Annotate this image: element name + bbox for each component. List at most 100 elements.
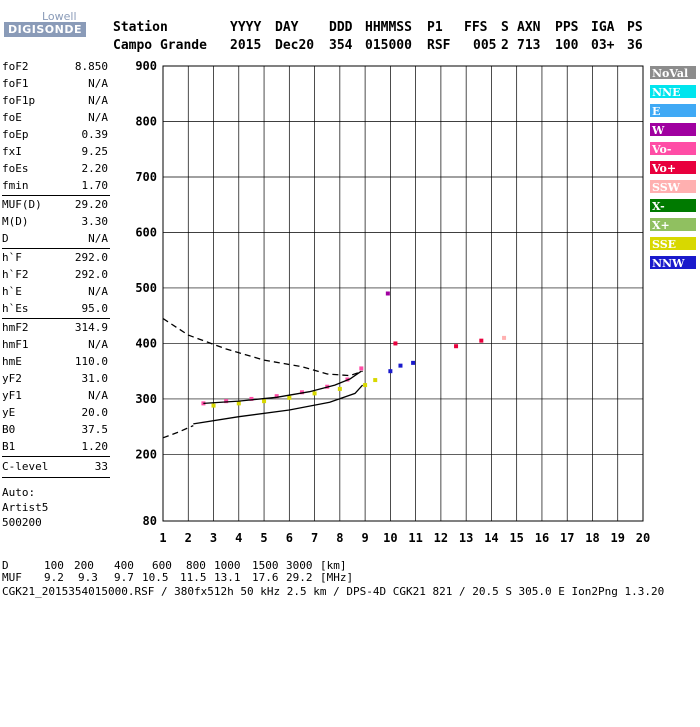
param-row: M(D) 3.30 — [2, 213, 108, 230]
y-tick-label: 80 — [143, 514, 157, 528]
param-name: foEs — [2, 162, 29, 175]
param-name: M(D) — [2, 215, 29, 228]
param-value: 29.20 — [74, 198, 108, 211]
footer-muf-row: MUF 9.2 9.3 9.7 10.5 11.5 13.1 17.6 29.2… — [2, 571, 353, 727]
footer-muf-unit: [MHz] — [320, 571, 354, 584]
ionogram-chart: 1 2 3 4 5 6 7 8 9 10 11 12 13 14 15 16 17 18 19 20802003004… — [135, 59, 650, 545]
legend-item-ssw: SSW — [650, 180, 696, 196]
legend-item-vo: Vo+ — [650, 161, 696, 177]
header-value-ffs: 005 — [473, 38, 497, 53]
x-tick-label: 2 — [185, 531, 192, 545]
plot-frame — [162, 65, 644, 522]
profile-line-x-trace — [162, 317, 363, 377]
legend-item-e: E — [650, 104, 696, 120]
header-label-pps: PPS — [555, 20, 579, 35]
trace-point — [373, 378, 378, 383]
param-name: h`F — [2, 251, 22, 264]
param-row: hmE 110.0 — [2, 353, 108, 370]
param-value: 0.39 — [81, 128, 109, 141]
x-tick-label: 13 — [459, 531, 473, 545]
legend-item-sse: SSE — [650, 237, 696, 253]
param-name: D — [2, 232, 9, 245]
legend-item-noval: NoVal — [650, 66, 696, 82]
param-divider — [2, 477, 110, 478]
param-name: hmE — [2, 355, 22, 368]
param-name: h`F2 — [2, 268, 29, 281]
y-tick-label: 400 — [135, 336, 157, 350]
param-row: h`F2 292.0 — [2, 266, 108, 283]
param-row: fxI 9.25 — [2, 143, 108, 160]
trace-point — [479, 338, 484, 343]
header-label-ddd: DDD — [329, 20, 353, 35]
legend-item-x: X+ — [650, 218, 696, 234]
param-name: foEp — [2, 128, 29, 141]
legend-item-nne: NNE — [650, 85, 696, 101]
header-label-day: DAY — [275, 20, 299, 35]
param-name: fmin — [2, 179, 29, 192]
footer-d-value: 1000 — [214, 559, 241, 572]
footer-d-value: 3000 — [286, 559, 313, 572]
footer-d-value: 100 — [44, 559, 64, 572]
header-value-year: 2015 — [230, 38, 262, 53]
trace-point — [411, 360, 416, 365]
x-tick-label: 8 — [336, 531, 343, 545]
param-name: yF1 — [2, 389, 22, 402]
param-name: yF2 — [2, 372, 22, 385]
legend-item-w: W — [650, 123, 696, 139]
param-value: 9.25 — [81, 145, 109, 158]
param-name: fxI — [2, 145, 22, 158]
header-value-p1: RSF — [427, 38, 451, 53]
x-tick-label: 14 — [484, 531, 498, 545]
footer-d-value: 1500 — [252, 559, 279, 572]
y-tick-label: 600 — [135, 225, 157, 239]
header-label-p1: P1 — [427, 20, 443, 35]
footer-d-label: D — [2, 559, 9, 572]
clevel-value: 33 — [94, 460, 108, 473]
x-tick-label: 20 — [636, 531, 650, 545]
header-value-s: 2 — [501, 38, 509, 53]
trace-point — [274, 394, 279, 399]
legend-item-nnw: NNW — [650, 256, 696, 272]
param-value: 2.20 — [81, 162, 109, 175]
footer-muf-value: 13.1 — [214, 571, 241, 584]
param-value: 314.9 — [74, 321, 108, 334]
param-row: fmin 1.70 — [2, 177, 108, 194]
param-row: h`E N/A — [2, 283, 108, 300]
trace-point — [249, 396, 254, 401]
param-value: 95.0 — [81, 302, 109, 315]
param-value: 292.0 — [74, 268, 108, 281]
footer-file-info: CGK21_2015354015000.RSF / 380fx512h 50 k… — [2, 585, 665, 598]
param-row: B1 1.20 — [2, 438, 108, 455]
x-tick-label: 15 — [509, 531, 523, 545]
trace-point — [359, 366, 364, 371]
y-tick-label: 800 — [135, 114, 157, 128]
param-value: N/A — [88, 285, 108, 298]
param-name: foE — [2, 111, 22, 124]
x-tick-label: 12 — [434, 531, 448, 545]
trace-point — [337, 386, 342, 391]
param-value: N/A — [88, 77, 108, 90]
param-row: foF1p N/A — [2, 92, 108, 109]
header-values-row: Campo Grande 2015 Dec20 354 015000 RSF 0… — [113, 38, 643, 248]
profile-line-o-trace — [203, 370, 362, 405]
param-name: foF2 — [2, 60, 29, 73]
autoscale-version: 500200 — [2, 516, 42, 529]
trace-point — [224, 399, 229, 404]
trace-point — [502, 335, 507, 340]
header-value-pps: 100 — [555, 38, 579, 53]
x-tick-label: 7 — [311, 531, 318, 545]
logo-line1: Lowell — [42, 10, 77, 23]
param-value: N/A — [88, 111, 108, 124]
param-row: foF2 8.850 — [2, 58, 108, 75]
header-label-iga: IGA — [591, 20, 615, 35]
footer-muf-value: 9.7 — [114, 571, 134, 584]
param-value: 1.20 — [81, 440, 109, 453]
y-tick-label: 200 — [135, 447, 157, 461]
header-labels-row: Station YYYY DAY DDD HHMMSS P1 FFS S AXN… — [113, 20, 643, 230]
param-name: foF1p — [2, 94, 36, 107]
footer-muf-value: 9.2 — [44, 571, 64, 584]
param-name: hmF1 — [2, 338, 29, 351]
param-row: foE N/A — [2, 109, 108, 126]
param-row: foF1 N/A — [2, 75, 108, 92]
header-value-axn: 713 — [517, 38, 541, 53]
